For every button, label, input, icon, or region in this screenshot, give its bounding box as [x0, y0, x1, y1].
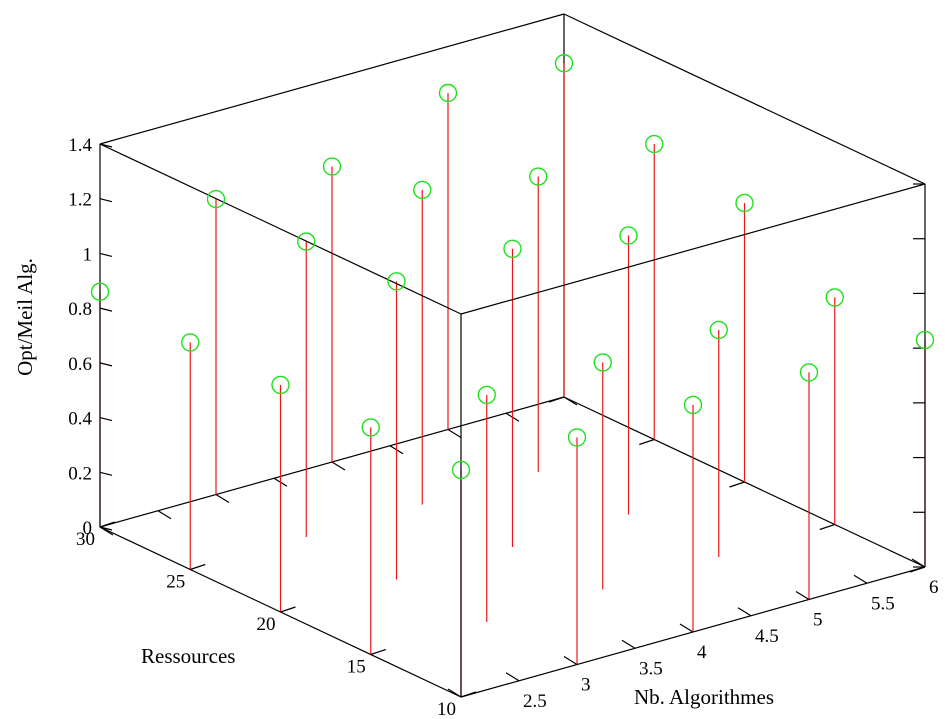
x-tick-mark-far [563, 396, 578, 406]
frame-edge-top-back-x [563, 13, 926, 185]
z-tick-mark [99, 362, 113, 367]
x-tick-label: 5 [813, 610, 823, 631]
stem-marker [271, 375, 290, 395]
stem-marker [361, 418, 380, 437]
stem-marker [709, 320, 728, 340]
stem-marker [503, 239, 522, 259]
stem-marker [825, 288, 844, 307]
stem-marker [413, 180, 432, 200]
stem-marker [322, 157, 342, 176]
y-axis-label: Ressources [141, 644, 235, 668]
stem-marker [477, 385, 496, 405]
stem-marker [645, 134, 664, 154]
x-tick-mark-far [157, 510, 172, 520]
x-tick-mark [795, 590, 810, 601]
x-tick-label: 5.5 [871, 593, 895, 614]
x-tick-mark-far [447, 428, 462, 439]
stem-marker [206, 189, 226, 209]
stem-marker [529, 167, 548, 186]
z-tick-label: 1.2 [68, 190, 92, 211]
y-tick-mark [280, 606, 296, 613]
x-tick-mark [737, 607, 752, 617]
y-tick-label: 20 [257, 614, 276, 635]
stem-marker [438, 83, 458, 103]
data-markers [90, 54, 935, 480]
x-tick-label: 2.5 [523, 691, 547, 712]
stem-marker [683, 395, 703, 415]
stem-marker [297, 232, 316, 251]
x-tick-mark [679, 623, 694, 633]
x-tick-label: 3.5 [639, 658, 663, 679]
z-axis-label: Opt/Meil Alg. [13, 258, 37, 376]
z-tick-mark [99, 252, 113, 258]
frame-front [99, 13, 926, 698]
y-tick-label: 30 [76, 529, 95, 550]
stem-marker [554, 54, 574, 73]
y-tick-label: 15 [347, 657, 366, 678]
z-tick-mark [99, 307, 113, 312]
x-tick-mark [621, 639, 636, 649]
y-tick-mark [370, 648, 386, 656]
y-tick-mark [99, 521, 116, 528]
axis-ticks [99, 143, 926, 698]
stem-marker [735, 193, 754, 213]
y-tick-label: 10 [437, 699, 456, 719]
stem-marker [387, 272, 406, 291]
x-tick-label: 3 [581, 675, 591, 696]
z-tick-mark [99, 198, 113, 203]
y-tick-mark [190, 563, 206, 571]
y-tick-mark-far [819, 523, 835, 531]
frame-edge-bottom-y [99, 526, 462, 698]
z-tick-mark [99, 471, 113, 476]
y-tick-mark-far [639, 438, 655, 446]
y-tick-mark-far [548, 396, 565, 403]
frame-edge-top-back-y [99, 13, 565, 145]
z-tick-label: 1.4 [68, 135, 92, 156]
data-stems [99, 63, 926, 697]
x-tick-mark-far [215, 493, 230, 504]
z-tick-label: 0.6 [68, 354, 92, 375]
y-tick-mark-far [729, 481, 745, 488]
x-tick-label: 4 [697, 642, 707, 663]
y-tick-label: 25 [166, 572, 185, 593]
z-tick-label: 0.2 [68, 463, 92, 484]
x-tick-label: 6 [929, 577, 939, 598]
stem-marker [915, 330, 935, 350]
stem-marker [181, 333, 200, 352]
z-tick-label: 0.4 [68, 409, 92, 430]
x-axis-label: Nb. Algorithmes [634, 685, 774, 709]
stem-marker [90, 282, 110, 301]
stem-marker [593, 353, 612, 372]
x-tick-mark [911, 558, 926, 568]
axis-tick-labels: 2.5 3 3.5 4 4.5 5 5.5 6 10 15 20 25 300 0.2 0.4 0.6 0.8 1… [68, 135, 938, 719]
stem-marker [799, 363, 819, 382]
x-tick-mark [853, 574, 868, 584]
stem-marker [567, 428, 587, 447]
z-tick-label: 0 [83, 518, 93, 539]
x-tick-label: 4.5 [755, 626, 779, 647]
x-tick-mark-far [331, 461, 346, 471]
z-tick-label: 0.8 [68, 299, 92, 320]
stem-marker [619, 226, 638, 245]
frame-edge-bottom-x [460, 566, 926, 698]
x-tick-mark [563, 655, 578, 666]
z-tick-label: 1 [83, 244, 93, 265]
z-tick-mark [99, 416, 113, 422]
x-tick-mark [505, 672, 520, 682]
frame-edge-top-y [99, 143, 462, 315]
stem-marker [451, 460, 471, 480]
frame-edge-top-x [460, 183, 926, 315]
